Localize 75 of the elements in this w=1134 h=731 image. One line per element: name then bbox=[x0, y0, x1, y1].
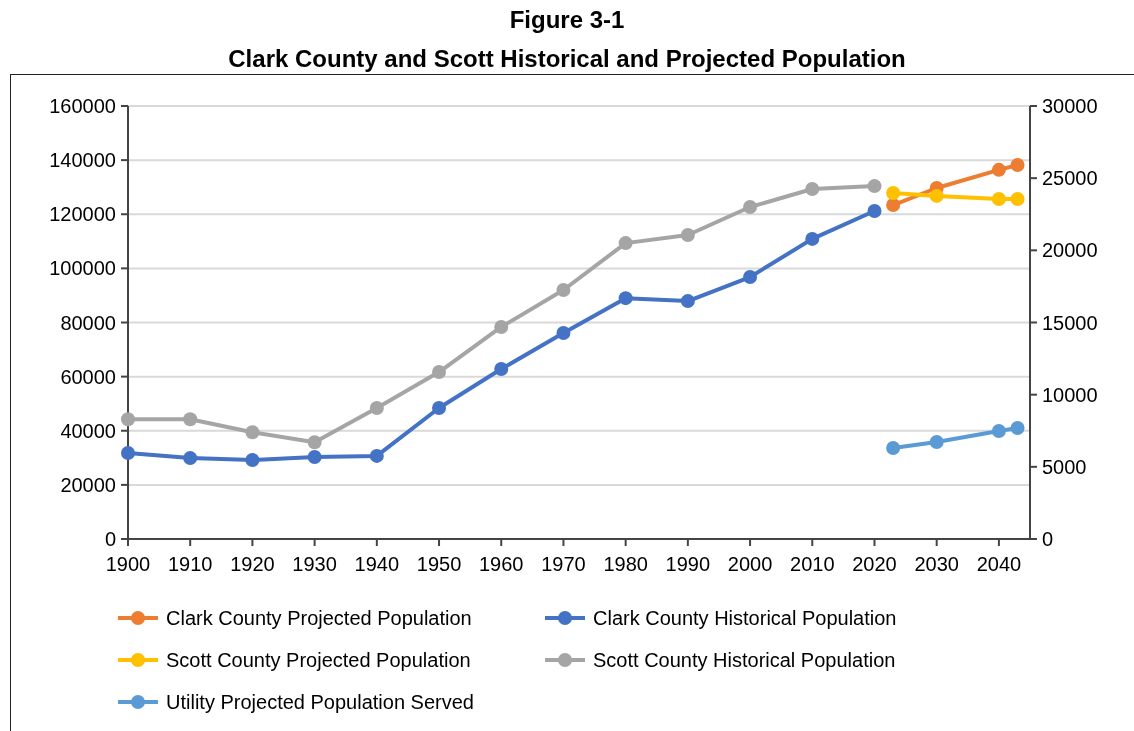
x-tick-label: 2030 bbox=[914, 553, 959, 575]
x-tick-label: 1970 bbox=[541, 553, 586, 575]
x-tick-label: 2000 bbox=[727, 553, 773, 575]
point bbox=[805, 181, 820, 196]
x-tick-label: 1920 bbox=[230, 553, 275, 575]
legend-label: Clark County Historical Population bbox=[593, 607, 897, 629]
legend-label: Clark County Projected Population bbox=[166, 607, 472, 629]
point bbox=[1010, 158, 1025, 172]
point bbox=[929, 435, 944, 450]
point bbox=[245, 425, 260, 440]
y2-tick-label: 0 bbox=[1042, 528, 1054, 550]
point bbox=[494, 319, 509, 334]
chart-title: Figure 3-1 bbox=[509, 6, 625, 33]
point bbox=[121, 445, 135, 460]
point bbox=[1010, 421, 1025, 436]
point bbox=[556, 283, 571, 298]
point bbox=[618, 291, 633, 306]
y-tick-label: 80000 bbox=[60, 311, 116, 334]
y2-tick-label: 15000 bbox=[1042, 311, 1098, 334]
point bbox=[618, 236, 633, 251]
y2-tick-label: 30000 bbox=[1042, 95, 1098, 117]
y2-tick-label: 5000 bbox=[1042, 455, 1087, 478]
point bbox=[680, 294, 695, 309]
legend-label: Scott County Projected Population bbox=[166, 649, 471, 671]
legend-label: Scott County Historical Population bbox=[593, 649, 896, 671]
chart-subtitle: Clark County and Scott Historical and Projected Population bbox=[228, 45, 906, 72]
point bbox=[183, 451, 198, 466]
x-tick-label: 1980 bbox=[603, 553, 648, 575]
x-tick-label: 1910 bbox=[167, 553, 213, 575]
point bbox=[867, 179, 882, 194]
point bbox=[886, 186, 901, 201]
point bbox=[556, 326, 571, 341]
point bbox=[680, 228, 695, 243]
point bbox=[991, 191, 1006, 206]
y2-tick-label: 10000 bbox=[1042, 383, 1098, 406]
y2-tick-label: 25000 bbox=[1042, 167, 1098, 190]
x-tick-label: 1960 bbox=[478, 553, 524, 575]
x-tick-label: 2040 bbox=[976, 553, 1022, 575]
point bbox=[805, 231, 820, 246]
x-tick-label: 1900 bbox=[105, 553, 151, 575]
point bbox=[1010, 191, 1025, 206]
point bbox=[432, 401, 447, 416]
point bbox=[929, 188, 944, 203]
y-tick-label: 0 bbox=[104, 528, 116, 550]
point bbox=[369, 448, 384, 463]
point bbox=[121, 412, 135, 427]
x-tick-label: 1930 bbox=[292, 553, 337, 575]
x-tick-label: 1950 bbox=[416, 553, 462, 575]
point bbox=[432, 365, 447, 380]
y-tick-label: 100000 bbox=[49, 257, 116, 280]
point bbox=[369, 400, 384, 415]
x-tick-label: 2020 bbox=[852, 553, 897, 575]
point bbox=[991, 424, 1006, 439]
point bbox=[867, 204, 882, 218]
y-tick-label: 120000 bbox=[49, 203, 116, 226]
point bbox=[307, 450, 322, 464]
legend-label: Utility Projected Population Served bbox=[166, 691, 474, 713]
point bbox=[307, 435, 322, 450]
y-tick-label: 140000 bbox=[49, 149, 116, 172]
point bbox=[743, 200, 758, 215]
y-tick-label: 40000 bbox=[60, 419, 116, 442]
point bbox=[886, 198, 901, 213]
y-tick-label: 160000 bbox=[49, 95, 116, 117]
x-tick-label: 1990 bbox=[665, 553, 711, 575]
y-tick-label: 20000 bbox=[60, 473, 116, 496]
x-tick-label: 2010 bbox=[790, 553, 835, 575]
point bbox=[991, 162, 1006, 177]
y2-tick-label: 20000 bbox=[1042, 239, 1098, 262]
point bbox=[245, 452, 260, 467]
point bbox=[743, 270, 758, 285]
point bbox=[494, 362, 509, 377]
x-tick-label: 1940 bbox=[354, 553, 400, 575]
y-tick-label: 60000 bbox=[60, 365, 116, 388]
point bbox=[183, 412, 198, 427]
point bbox=[886, 441, 901, 456]
